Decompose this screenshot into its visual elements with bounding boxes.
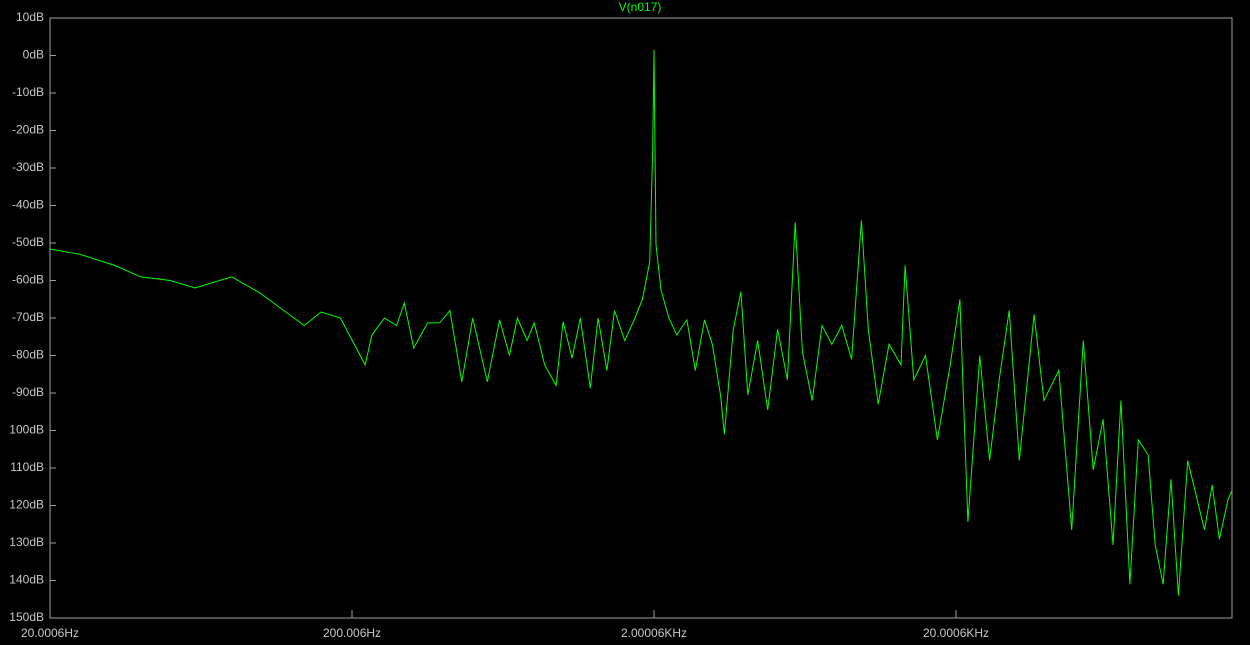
y-tick-label: 100dB <box>9 423 44 437</box>
y-tick-label: -30dB <box>12 160 44 174</box>
spectrum-line <box>49 49 1233 596</box>
y-tick-label: 150dB <box>9 610 44 624</box>
y-tick-label: 140dB <box>9 573 44 587</box>
y-tick-label: 110dB <box>10 460 44 474</box>
y-tick-label: -10dB <box>12 85 44 99</box>
y-tick-label: 130dB <box>9 535 44 549</box>
y-tick-label: 10dB <box>16 10 44 24</box>
x-tick-label: 20.0006KHz <box>923 626 989 640</box>
chart-title: V(n017) <box>619 0 662 14</box>
y-tick-label: -40dB <box>12 198 44 212</box>
y-tick-label: -80dB <box>12 348 44 362</box>
y-tick-label: -60dB <box>12 273 44 287</box>
x-tick-label: 200.006Hz <box>323 626 381 640</box>
y-tick-label: 0dB <box>23 48 44 62</box>
y-tick-label: 120dB <box>9 498 44 512</box>
x-tick-label: 20.0006Hz <box>21 626 79 640</box>
y-tick-label: -20dB <box>12 123 44 137</box>
y-tick-label: -50dB <box>12 235 44 249</box>
y-tick-label: -90dB <box>12 385 44 399</box>
y-tick-label: -70dB <box>12 310 44 324</box>
x-tick-label: 2.00006KHz <box>621 626 687 640</box>
